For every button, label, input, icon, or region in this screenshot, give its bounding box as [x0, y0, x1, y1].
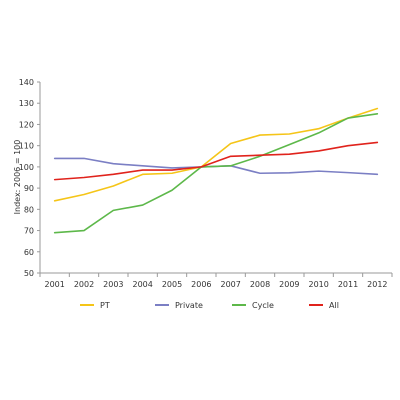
x-tick-label: 2010 — [308, 280, 328, 289]
y-tick-label: 50 — [24, 269, 34, 278]
x-tick-label: 2006 — [191, 280, 211, 289]
series-line-pt — [53, 107, 379, 202]
legend-label-all: All — [329, 301, 339, 310]
series-lines — [53, 107, 379, 234]
y-tick-label: 120 — [19, 120, 34, 129]
y-tick-label: 90 — [24, 184, 34, 193]
y-tick-label: 70 — [24, 227, 34, 236]
axes — [37, 81, 393, 277]
x-tick-labels: 2001 2002 2003 2004 2005 2006 2007 2008 2009 2010… — [44, 280, 387, 289]
y-tick-label: 110 — [19, 142, 34, 151]
x-tick-label: 2003 — [103, 280, 123, 289]
y-tick-label: 80 — [24, 205, 34, 214]
y-tick-label: 100 — [19, 163, 34, 172]
x-tick-label: 2005 — [162, 280, 182, 289]
y-tick-labels: 50 60 70 80 90 100 110 120 130 140 — [19, 78, 34, 278]
x-tick-label: 2012 — [367, 280, 387, 289]
x-tick-label: 2001 — [44, 280, 64, 289]
x-tick-label: 2004 — [132, 280, 152, 289]
x-tick-label: 2008 — [250, 280, 270, 289]
x-tick-label: 2009 — [279, 280, 299, 289]
x-tick-label: 2002 — [74, 280, 94, 289]
y-axis-title: Index: 2006 = 100 — [13, 140, 22, 215]
series-line-cycle — [53, 113, 379, 234]
legend-label-cycle: Cycle — [252, 301, 274, 310]
legend-label-private: Private — [175, 301, 203, 310]
legend: PT Private Cycle All — [80, 301, 339, 310]
y-tick-label: 130 — [19, 99, 34, 108]
y-tick-label: 60 — [24, 248, 34, 257]
series-line-all — [53, 141, 379, 181]
legend-label-pt: PT — [100, 301, 110, 310]
x-tick-label: 2011 — [338, 280, 358, 289]
x-tick-label: 2007 — [220, 280, 240, 289]
y-tick-label: 140 — [19, 78, 34, 87]
